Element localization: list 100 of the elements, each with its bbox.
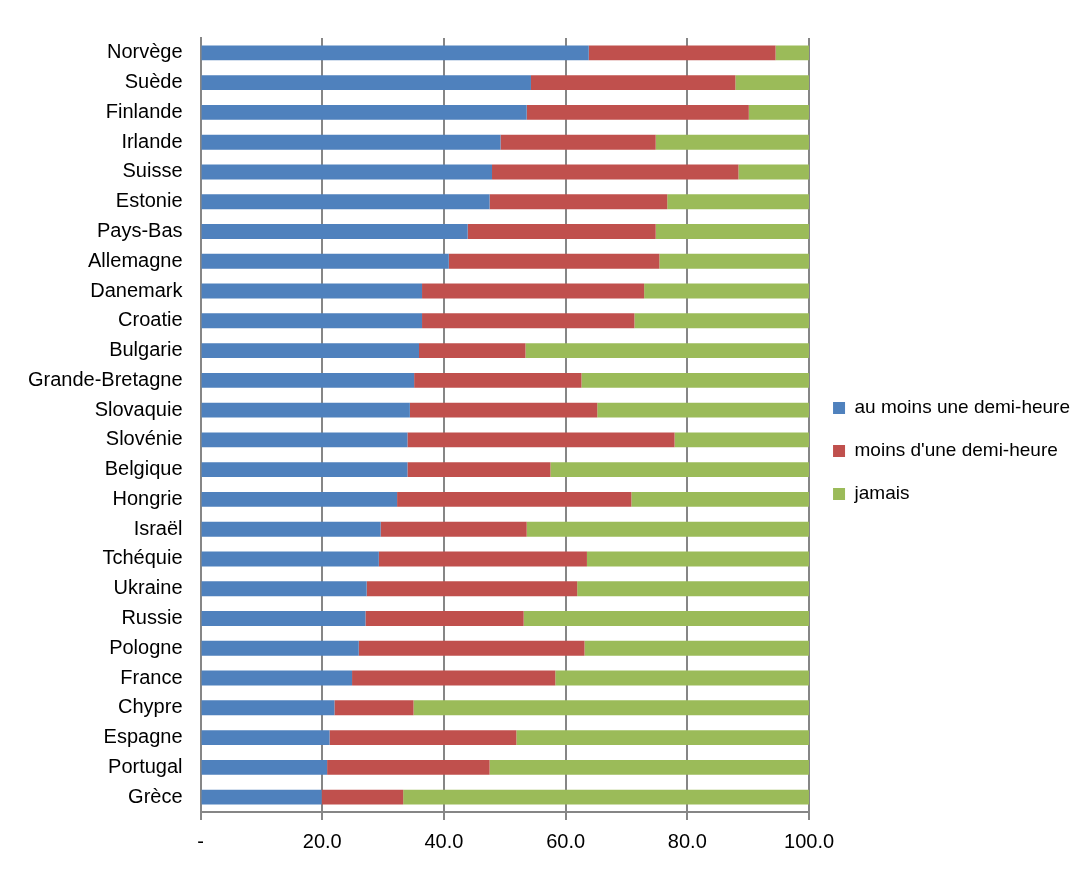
bar: [409, 402, 598, 418]
y-tick-label: Espagne: [103, 725, 183, 748]
y-tick-label: Grèce: [128, 784, 183, 807]
x-tick-label: 40.0: [424, 829, 464, 852]
bar: [555, 670, 810, 686]
bar: [201, 700, 335, 716]
legend-label: jamais: [853, 482, 910, 504]
bar: [201, 253, 449, 269]
y-tick-label: France: [120, 665, 183, 688]
bar: [366, 581, 578, 597]
bar: [775, 45, 810, 61]
bar: [597, 402, 810, 418]
x-tick-label: 60.0: [546, 829, 586, 852]
bar: [467, 224, 656, 239]
y-tick-label: Portugal: [108, 754, 183, 777]
y-tick-label: Slovaquie: [94, 397, 183, 420]
bar: [738, 164, 810, 180]
bar: [674, 432, 810, 448]
bar: [329, 730, 517, 746]
bar: [201, 640, 359, 656]
y-tick-label: Grande-Bretagne: [27, 367, 183, 390]
y-tick-label: Suède: [124, 70, 183, 93]
y-tick-label: Russie: [121, 606, 183, 629]
bar: [659, 253, 810, 269]
bar: [201, 670, 353, 686]
bar: [201, 372, 415, 388]
bar: [201, 581, 367, 597]
y-tick-label: Norvège: [106, 40, 183, 63]
bar: [577, 581, 810, 597]
bar: [201, 789, 322, 805]
bar: [530, 75, 736, 91]
bar: [667, 194, 810, 210]
bar: [201, 521, 381, 537]
bar: [201, 462, 408, 478]
y-tick-label: Irlande: [121, 129, 183, 152]
bar: [526, 521, 810, 537]
bar: [422, 283, 645, 299]
bar: [201, 730, 330, 746]
y-tick-label: Hongrie: [112, 486, 183, 509]
bar: [407, 432, 675, 448]
y-tick-label: Bulgarie: [109, 338, 183, 361]
bar: [735, 75, 810, 91]
bar: [413, 700, 810, 716]
x-tick-label: -: [197, 829, 204, 852]
bar: [655, 224, 810, 239]
legend-label: au moins une demi-heure: [854, 396, 1071, 418]
bar: [588, 45, 776, 61]
y-tick-label: Allemagne: [88, 248, 183, 271]
bar: [201, 194, 490, 210]
y-tick-label: Danemark: [90, 278, 184, 301]
bar: [365, 611, 524, 626]
bar: [201, 134, 501, 150]
bar: [403, 789, 810, 805]
bar: [748, 104, 810, 120]
bar: [584, 640, 810, 656]
x-tick-label: 20.0: [302, 829, 342, 852]
bar: [201, 45, 589, 61]
y-tick-label: Israël: [133, 516, 183, 539]
bar: [492, 164, 739, 180]
bar: [334, 700, 414, 716]
bar: [418, 343, 526, 359]
legend-label: moins d'une demi-heure: [854, 439, 1058, 461]
bar: [201, 343, 419, 359]
bar: [523, 611, 810, 626]
bar: [414, 372, 582, 388]
bar: [378, 551, 587, 567]
bar: [525, 343, 810, 359]
bar: [516, 730, 810, 746]
bar: [550, 462, 810, 478]
x-tick-label: 100.0: [784, 829, 835, 852]
bar: [489, 194, 668, 210]
bar: [631, 491, 810, 507]
y-tick-label: Slovénie: [105, 427, 183, 450]
bar: [201, 402, 410, 418]
bar: [201, 75, 531, 91]
bar: [448, 253, 660, 269]
bar: [201, 759, 328, 775]
bar: [352, 670, 556, 686]
x-tick-label: 80.0: [667, 829, 707, 852]
y-tick-label: Chypre: [118, 695, 183, 718]
y-tick-label: Pays-Bas: [96, 219, 183, 242]
y-tick-label: Finlande: [105, 99, 183, 122]
bar: [201, 491, 398, 507]
bar: [201, 432, 408, 448]
bar: [644, 283, 810, 299]
bar: [201, 313, 423, 329]
bar: [397, 491, 632, 507]
bar: [358, 640, 585, 656]
bar: [201, 551, 379, 567]
y-tick-label: Estonie: [115, 189, 183, 212]
y-tick-label: Pologne: [109, 635, 183, 658]
bar: [201, 164, 493, 180]
bar: [321, 789, 404, 805]
bar: [500, 134, 656, 150]
y-tick-label: Tchéquie: [102, 546, 183, 569]
y-tick-label: Ukraine: [113, 576, 183, 599]
bar: [407, 462, 551, 478]
bar: [201, 611, 366, 626]
bar: [201, 104, 527, 120]
bar: [422, 313, 635, 329]
